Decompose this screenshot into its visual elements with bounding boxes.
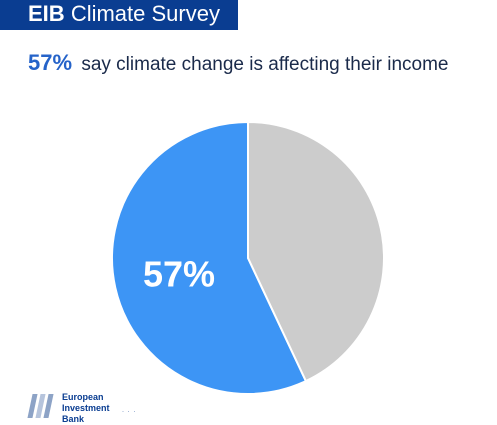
eib-logo-text: European Investment Bank: [62, 392, 110, 424]
pie-slice-label-0: 57%: [143, 253, 215, 294]
headline: 57% say climate change is affecting thei…: [28, 50, 488, 76]
pie-slice-1: [247, 120, 385, 383]
eib-logo: European Investment Bank · · ·: [27, 392, 228, 424]
headline-percent: 57%: [28, 50, 73, 75]
survey-title: Climate Survey: [70, 1, 220, 26]
brand-name: EIB: [28, 1, 65, 26]
eu-stars-icon: · · ·: [122, 409, 137, 415]
pie-slice-0: [111, 120, 308, 395]
headline-text: say climate change is affecting their in…: [81, 54, 449, 75]
eib-logo-mark: [27, 394, 54, 418]
survey-title-bar: EIB Climate Survey: [0, 0, 238, 30]
